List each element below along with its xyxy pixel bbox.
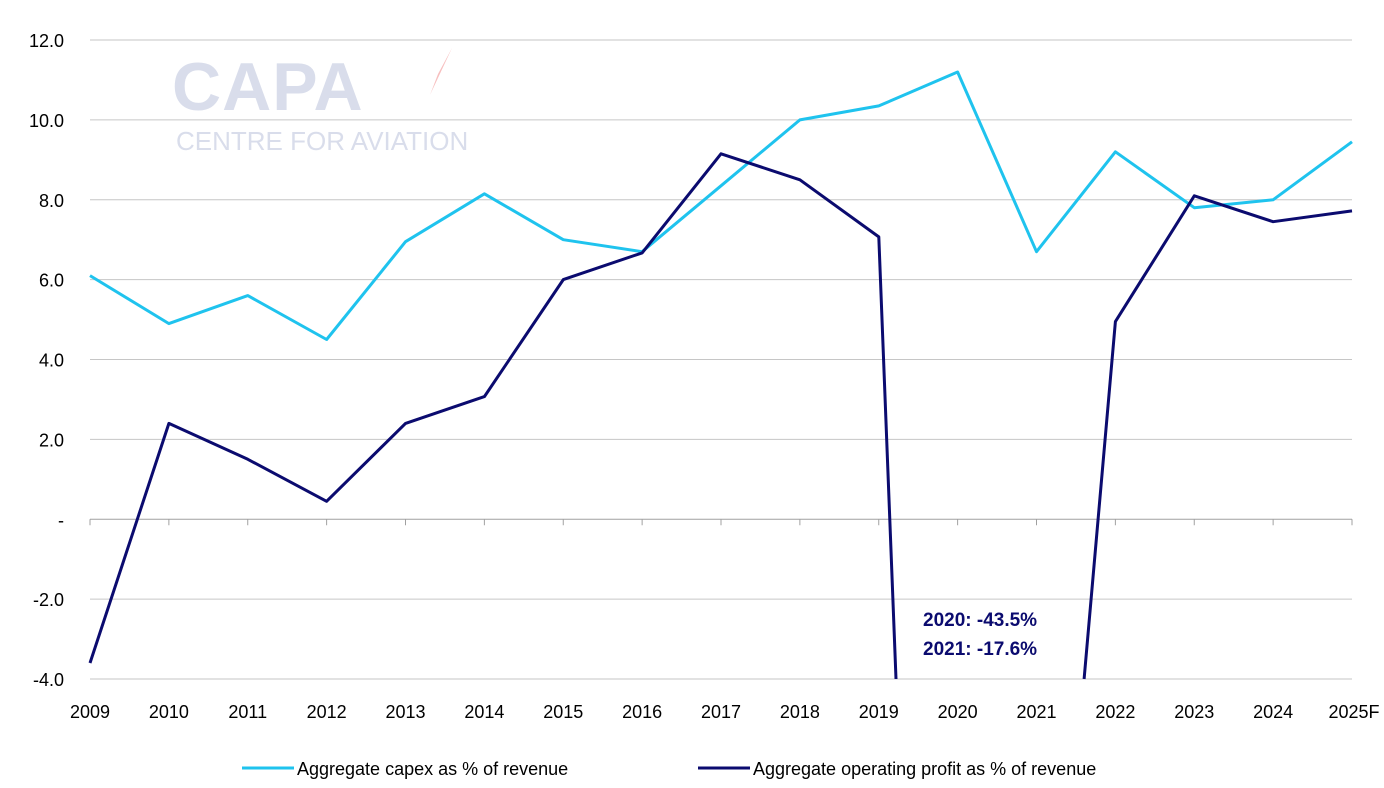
capa-watermark-logo: CAPA CENTRE FOR AVIATION [172,48,468,156]
x-tick-label: 2012 [307,702,347,722]
svg-text:CENTRE FOR AVIATION: CENTRE FOR AVIATION [176,126,468,156]
x-tick-label: 2024 [1253,702,1293,722]
svg-text:CAPA: CAPA [172,49,364,125]
y-tick-label: 10.0 [29,111,64,131]
x-tick-label: 2010 [149,702,189,722]
x-tick-label: 2020 [938,702,978,722]
annotation-2020: 2020: -43.5% [923,610,1037,631]
y-tick-label: -4.0 [33,670,64,690]
series-line-operating-profit [88,152,898,680]
x-tick-label: 2025F [1328,702,1379,722]
x-tick-label: 2014 [464,702,504,722]
x-tick-label: 2022 [1095,702,1135,722]
x-tick-label: 2015 [543,702,583,722]
legend-label-operating-profit: Aggregate operating profit as % of reven… [753,759,1096,779]
series-line-operating-profit [1082,194,1353,680]
x-tick-label: 2016 [622,702,662,722]
legend-label-capex: Aggregate capex as % of revenue [297,759,568,779]
y-tick-label: 12.0 [29,31,64,51]
x-tick-label: 2021 [1016,702,1056,722]
x-tick-label: 2017 [701,702,741,722]
y-tick-label: - [58,510,64,530]
y-tick-label: 4.0 [39,351,64,371]
x-tick-label: 2018 [780,702,820,722]
y-tick-label: 6.0 [39,271,64,291]
annotation-2021: 2021: -17.6% [923,639,1037,660]
x-tick-label: 2009 [70,702,110,722]
x-tick-label: 2013 [385,702,425,722]
x-tick-label: 2019 [859,702,899,722]
y-tick-label: -2.0 [33,590,64,610]
y-tick-label: 2.0 [39,430,64,450]
legend: Aggregate capex as % of revenue Aggregat… [242,759,1096,779]
x-tick-label: 2011 [228,702,267,722]
y-tick-label: 8.0 [39,191,64,211]
x-tick-label: 2023 [1174,702,1214,722]
